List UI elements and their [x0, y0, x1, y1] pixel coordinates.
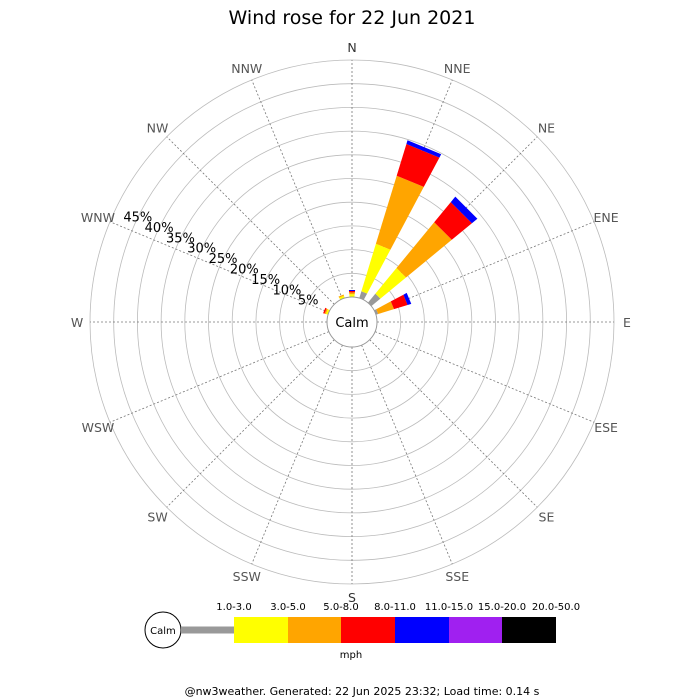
bar-wnw-bin-2: [324, 308, 328, 314]
bar-wnw-bin-3: [323, 307, 327, 314]
bar-nne-bin-2: [375, 175, 424, 250]
grid-spoke: [361, 79, 453, 300]
bar-nne-bin-0: [359, 291, 368, 300]
radial-tick-label: 10%: [272, 283, 301, 298]
calm-center: Calm: [326, 296, 378, 348]
bar-ne-bin-3: [434, 202, 472, 240]
radial-tick-label: 40%: [145, 221, 174, 236]
grid-spoke: [369, 136, 538, 305]
grid-spoke: [109, 331, 330, 423]
legend-swatch-0: [181, 626, 234, 634]
bar-ene-bin-3: [390, 294, 408, 310]
bar-ne-bin-2: [396, 222, 452, 278]
legend-swatch-1: [234, 617, 288, 643]
direction-label-w: W: [71, 315, 83, 330]
radial-tick-label: 30%: [187, 242, 216, 257]
radial-tick-label: 45%: [123, 211, 152, 226]
direction-label-nne: NNE: [444, 61, 471, 76]
legend-swatch-5: [449, 617, 502, 643]
bar-ne-bin-1: [375, 268, 406, 299]
calm-label: Calm: [335, 316, 368, 331]
bar-wnw-bin-1: [325, 309, 330, 315]
legend-swatch-4: [395, 617, 449, 643]
speed-legend: Calm 1.0-3.0 3.0-5.0 5.0-8.0 8.0-11.0 11.0-15…: [144, 602, 580, 661]
footer-text: @nw3weather. Generated: 22 Jun 2025 23:3…: [185, 685, 540, 698]
direction-label-sw: SW: [147, 509, 167, 524]
legend-bin-label: 1.0-3.0: [216, 602, 251, 613]
grid-spoke: [251, 79, 343, 300]
bar-nnw-bin-1: [339, 295, 345, 300]
bar-nnw-bin-2: [338, 294, 344, 298]
bar-nne-bin-1: [361, 243, 391, 294]
direction-label-nw: NW: [147, 121, 169, 136]
legend-bin-label: 15.0-20.0: [478, 602, 526, 613]
grid-circle: [279, 249, 425, 395]
legend-bin-label: 3.0-5.0: [270, 602, 305, 613]
legend-bin-label: 20.0-50.0: [532, 602, 580, 613]
grid-circle: [231, 201, 473, 443]
legend-bin-label: 8.0-11.0: [374, 602, 416, 613]
bar-ene-bin-2: [376, 301, 394, 314]
grid-circle: [255, 225, 449, 419]
direction-label-s: S: [348, 590, 356, 605]
grid-circle: [208, 178, 496, 466]
legend-swatch-3: [341, 617, 395, 643]
grid-spoke: [369, 339, 538, 508]
legend-swatch-6: [502, 617, 556, 643]
direction-label-sse: SSE: [445, 569, 469, 584]
grid-spoke: [166, 136, 335, 305]
grid-spoke: [361, 344, 453, 565]
legend-bin-label: 5.0-8.0: [323, 602, 358, 613]
bar-ene-bin-4: [403, 292, 412, 305]
grid-circle: [184, 154, 520, 490]
grid-spoke: [166, 339, 335, 508]
radial-tick-label: 15%: [251, 273, 280, 288]
bar-nne-bin-4: [406, 140, 442, 158]
grid-spoke: [251, 344, 343, 565]
radial-tick-label: 35%: [166, 231, 195, 246]
legend-calm-label: Calm: [150, 626, 176, 637]
grid-circle: [302, 272, 402, 372]
direction-label-e: E: [623, 315, 631, 330]
legend-swatch-2: [288, 617, 341, 643]
direction-label-ne: NE: [538, 121, 555, 136]
grid-spoke: [374, 221, 595, 313]
direction-label-ssw: SSW: [233, 569, 261, 584]
direction-label-nnw: NNW: [231, 61, 262, 76]
direction-label-wsw: WSW: [82, 420, 115, 435]
bar-n-bin-1: [349, 294, 355, 298]
wind-bars: [323, 140, 478, 315]
direction-label-wnw: WNW: [81, 210, 115, 225]
direction-label-ene: ENE: [593, 210, 618, 225]
direction-label-ese: ESE: [594, 420, 618, 435]
legend-unit: mph: [340, 650, 362, 661]
direction-label-se: SE: [539, 509, 555, 524]
direction-label-n: N: [347, 40, 356, 55]
radial-tick-label: 20%: [230, 262, 259, 277]
direction-labels: N NNE NE ENE E ESE SE SSE S SSW SW WSW W WNW NW NNW: [71, 40, 631, 605]
bar-ene-bin-0: [374, 309, 379, 315]
bar-ne-bin-4: [450, 196, 478, 224]
grid-spoke: [109, 221, 330, 313]
polar-grid: [89, 59, 615, 585]
legend-bin-label: 11.0-15.0: [425, 602, 473, 613]
bar-n-bin-4: [348, 290, 356, 291]
bar-ne-bin-0: [367, 293, 381, 307]
grid-spoke: [374, 331, 595, 423]
bar-n-bin-3: [349, 291, 355, 293]
chart-title: Wind rose for 22 Jun 2021: [229, 7, 476, 29]
radial-tick-labels: 5%10%15%20%25%30%35%40%45%: [123, 211, 318, 309]
radial-tick-label: 5%: [298, 294, 319, 309]
bar-n-bin-2: [349, 292, 355, 295]
bar-nne-bin-3: [396, 144, 440, 187]
radial-tick-label: 25%: [209, 252, 238, 267]
